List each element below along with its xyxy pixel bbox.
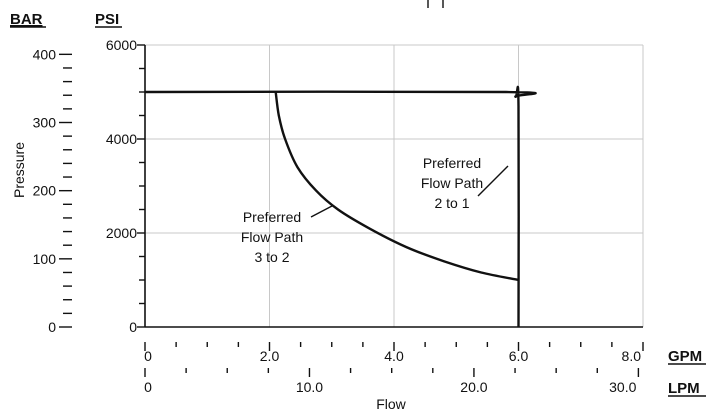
- lpm-unit-label: LPM: [668, 380, 700, 397]
- curve-line-1: [144, 85, 537, 328]
- annotation-text: 3 to 2: [254, 249, 289, 265]
- psi-axis: 0 2000 4000 6000: [106, 37, 145, 335]
- psi-tick-label: 6000: [106, 37, 137, 53]
- lpm-tick-label: 10.0: [296, 379, 323, 395]
- lpm-tick-label: 20.0: [460, 379, 487, 395]
- bar-tick-label: 0: [48, 319, 56, 335]
- curve-line-2: [274, 91, 519, 282]
- y-axis-title: Pressure: [11, 142, 27, 198]
- bar-axis: 0 100 200 300 400: [33, 46, 72, 335]
- gpm-tick-label: 4.0: [384, 348, 404, 364]
- psi-tick-label: 0: [129, 319, 137, 335]
- annotation-text: Flow Path: [421, 175, 483, 191]
- psi-tick-label: 2000: [106, 225, 137, 241]
- annotation-leader: [310, 205, 333, 218]
- bar-tick-label: 300: [33, 115, 57, 131]
- psi-unit-label: PSI: [95, 11, 119, 28]
- annotation-leader: [477, 165, 509, 197]
- bar-tick-label: 400: [33, 46, 57, 62]
- bar-tick-label: 100: [33, 251, 57, 267]
- annotation-text: Preferred: [423, 155, 481, 171]
- psi-tick-label: 4000: [106, 131, 137, 147]
- grid: [145, 44, 644, 327]
- gpm-unit-label: GPM: [668, 348, 702, 365]
- annotation-text: Flow Path: [241, 229, 303, 245]
- bar-tick-label: 200: [33, 183, 57, 199]
- annotation-text: 2 to 1: [434, 195, 469, 211]
- gpm-tick-label: 0: [144, 348, 152, 364]
- series-layer: [144, 85, 537, 328]
- lpm-axis: 0 10.0 20.0 30.0: [144, 368, 640, 395]
- annotation-text: Preferred: [243, 209, 301, 225]
- lpm-tick-label: 0: [144, 379, 152, 395]
- annotations: Preferred Flow Path 2 to 1 Preferred Flow Pa…: [241, 155, 509, 265]
- lpm-tick-label: 30.0: [609, 379, 636, 395]
- gpm-tick-label: 2.0: [260, 348, 280, 364]
- gpm-tick-label: 8.0: [622, 348, 642, 364]
- x-axis-title: Flow: [376, 396, 406, 412]
- bar-unit-label: BAR: [10, 11, 43, 28]
- gpm-axis: 0 2.0 4.0 6.0 8.0: [144, 342, 644, 364]
- gpm-tick-label: 6.0: [509, 348, 529, 364]
